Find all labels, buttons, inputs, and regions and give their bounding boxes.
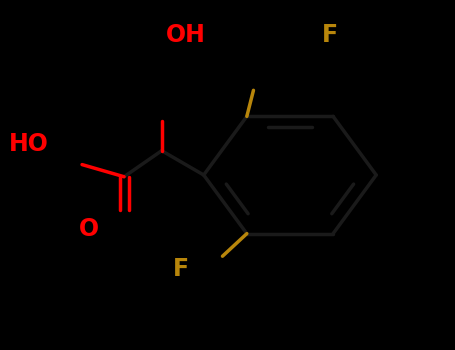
Text: F: F xyxy=(322,22,338,47)
Text: OH: OH xyxy=(166,22,206,47)
Text: F: F xyxy=(173,257,189,281)
Text: O: O xyxy=(79,217,99,241)
Text: HO: HO xyxy=(9,132,49,156)
